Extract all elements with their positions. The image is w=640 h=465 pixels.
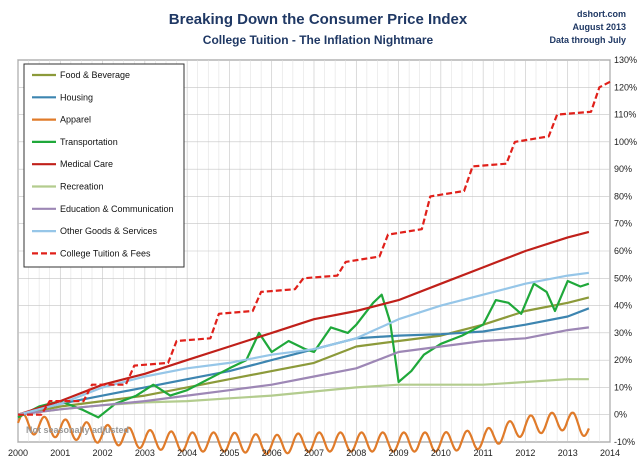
y-tick-label: 10% xyxy=(614,382,632,392)
data-through-label: Data through July xyxy=(549,35,626,45)
y-tick-label: 0% xyxy=(614,410,627,420)
series-layer xyxy=(16,80,611,455)
legend-label: College Tuition & Fees xyxy=(60,248,151,258)
y-tick-label: 80% xyxy=(614,191,632,201)
x-tick-label: 2005 xyxy=(219,448,239,458)
x-axis-ticks: 2000 2001 2002 2003 2004 2005 2006 2007 2008 2009… xyxy=(8,448,620,458)
y-tick-label: 120% xyxy=(614,82,637,92)
legend-label: Transportation xyxy=(60,137,118,147)
legend-label: Housing xyxy=(60,92,93,102)
y-tick-label: 40% xyxy=(614,301,632,311)
y-axis-ticks: -10% 0% 10% 20% 30% 40% 50% 60% 70% 80% 90% 100% 110… xyxy=(614,55,637,447)
series-line-other-goods-services xyxy=(17,271,590,416)
x-tick-label: 2006 xyxy=(262,448,282,458)
series-line-education-communication xyxy=(17,326,590,416)
x-tick-label: 2014 xyxy=(600,448,620,458)
x-tick-label: 2000 xyxy=(8,448,28,458)
y-tick-label: 70% xyxy=(614,219,632,229)
legend-label: Medical Care xyxy=(60,159,113,169)
y-tick-label: 20% xyxy=(614,355,632,365)
date-label: August 2013 xyxy=(572,22,626,32)
chart-subtitle: College Tuition - The Inflation Nightmar… xyxy=(203,33,434,47)
legend-label: Apparel xyxy=(60,115,91,125)
series-line-food-beverage xyxy=(17,296,590,416)
x-tick-label: 2002 xyxy=(93,448,113,458)
legend-label: Recreation xyxy=(60,182,104,192)
legend: Food & Beverage Housing Apparel Transportat… xyxy=(23,63,185,268)
y-tick-label: -10% xyxy=(614,437,635,447)
legend-items: Food & Beverage Housing Apparel Transportat… xyxy=(32,70,174,258)
series-line-medical-care xyxy=(17,230,590,416)
legend-label: Other Goods & Services xyxy=(60,226,158,236)
x-tick-label: 2011 xyxy=(473,448,492,458)
x-tick-label: 2010 xyxy=(431,448,451,458)
x-tick-label: 2009 xyxy=(389,448,409,458)
x-tick-label: 2007 xyxy=(304,448,324,458)
x-tick-label: 2001 xyxy=(50,448,70,458)
series-line-apparel xyxy=(16,411,590,455)
x-tick-label: 2012 xyxy=(515,448,535,458)
x-tick-label: 2004 xyxy=(177,448,197,458)
y-tick-label: 110% xyxy=(614,110,636,120)
x-tick-label: 2008 xyxy=(346,448,366,458)
y-tick-label: 30% xyxy=(614,328,632,338)
y-tick-label: 60% xyxy=(614,246,632,256)
legend-label: Food & Beverage xyxy=(60,70,130,80)
y-tick-label: 90% xyxy=(614,164,632,174)
chart-title: Breaking Down the Consumer Price Index xyxy=(169,11,468,28)
seasonal-note: Not seasonally adjusted xyxy=(26,425,129,435)
x-tick-label: 2003 xyxy=(135,448,155,458)
series-line-transportation xyxy=(17,279,590,419)
x-tick-label: 2013 xyxy=(558,448,578,458)
y-tick-label: 130% xyxy=(614,55,637,65)
y-tick-label: 100% xyxy=(614,137,637,147)
y-tick-label: 50% xyxy=(614,273,632,283)
source-label: dshort.com xyxy=(577,9,626,19)
legend-label: Education & Communication xyxy=(60,204,174,214)
series-line-college-tuition-fees xyxy=(18,80,611,416)
